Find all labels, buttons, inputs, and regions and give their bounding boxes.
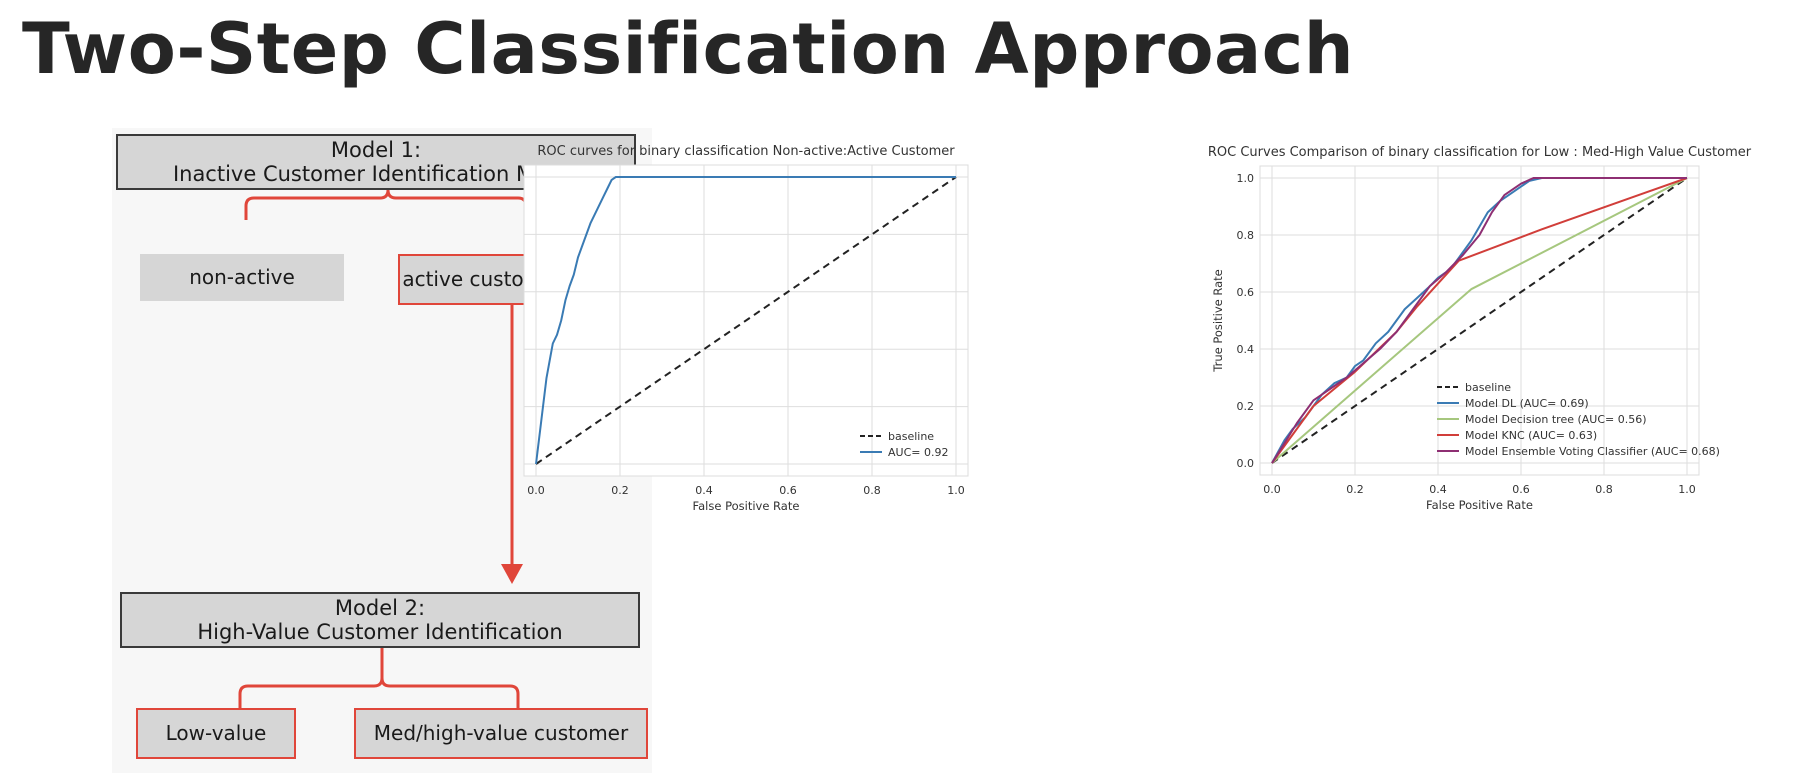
plot-area bbox=[1259, 165, 1700, 476]
x-axis-label: False Positive Rate bbox=[1426, 498, 1533, 512]
low-value-label: Low-value bbox=[165, 721, 267, 745]
legend-label: Model Decision tree (AUC= 0.56) bbox=[1465, 413, 1647, 426]
x-tick-label: 1.0 bbox=[1678, 483, 1696, 496]
legend-label: Model DL (AUC= 0.69) bbox=[1465, 397, 1589, 410]
y-tick-label: 0.0 bbox=[1237, 457, 1255, 470]
y-tick-label: 0.2 bbox=[1237, 400, 1255, 413]
series-line bbox=[1271, 177, 1688, 464]
series-line bbox=[535, 176, 956, 465]
x-tick-label: 1.0 bbox=[947, 484, 965, 497]
model1-subtitle: Inactive Customer Identification Model bbox=[172, 162, 580, 186]
model2-title: Model 2: bbox=[334, 595, 426, 620]
x-tick-label: 0.0 bbox=[527, 484, 545, 497]
chart-title: ROC Curves Comparison of binary classifi… bbox=[1208, 145, 1752, 160]
legend-label: baseline bbox=[1465, 381, 1511, 394]
series-line bbox=[1271, 177, 1687, 464]
roc-chart-active: ROC curves for binary classification Non… bbox=[523, 144, 969, 513]
active-customer-label: active customer bbox=[402, 267, 564, 291]
y-axis-label: True Positive Rate bbox=[1211, 269, 1225, 372]
flow-arrow-head bbox=[501, 564, 523, 584]
x-tick-label: 0.8 bbox=[1595, 483, 1613, 496]
model1-title: Model 1: bbox=[330, 137, 422, 162]
roc-chart-value: ROC Curves Comparison of binary classifi… bbox=[1208, 145, 1752, 512]
med-high-value-label: Med/high-value customer bbox=[373, 721, 629, 745]
y-tick-label: 0.8 bbox=[1237, 229, 1255, 242]
x-tick-label: 0.6 bbox=[779, 484, 797, 497]
x-tick-label: 0.0 bbox=[1263, 483, 1281, 496]
x-tick-label: 0.6 bbox=[1512, 483, 1530, 496]
x-axis-label: False Positive Rate bbox=[693, 499, 800, 513]
med-high-value-box: Med/high-value customer bbox=[354, 708, 648, 759]
x-tick-label: 0.2 bbox=[1346, 483, 1364, 496]
page-title: Two-Step Classification Approach bbox=[22, 8, 1355, 90]
series-line bbox=[1271, 177, 1687, 464]
chart-title: ROC curves for binary classification Non… bbox=[537, 144, 955, 159]
legend-label: Model Ensemble Voting Classifier (AUC= 0… bbox=[1465, 445, 1720, 458]
x-tick-label: 0.8 bbox=[863, 484, 881, 497]
non-active-label: non-active bbox=[189, 265, 295, 289]
model2-brace bbox=[238, 648, 520, 708]
y-tick-label: 0.6 bbox=[1237, 286, 1255, 299]
legend-label: AUC= 0.92 bbox=[888, 446, 948, 459]
x-tick-label: 0.4 bbox=[1429, 483, 1447, 496]
y-tick-label: 1.0 bbox=[1237, 172, 1255, 185]
legend-label: baseline bbox=[888, 430, 934, 443]
model1-brace bbox=[244, 184, 528, 220]
model2-box: Model 2: High-Value Customer Identificat… bbox=[120, 592, 640, 648]
low-value-box: Low-value bbox=[136, 708, 296, 759]
series-line bbox=[535, 176, 957, 465]
y-tick-label: 0.4 bbox=[1237, 343, 1255, 356]
x-tick-label: 0.2 bbox=[611, 484, 629, 497]
non-active-box: non-active bbox=[140, 254, 344, 301]
x-tick-label: 0.4 bbox=[695, 484, 713, 497]
model2-subtitle: High-Value Customer Identification bbox=[197, 620, 563, 644]
legend-label: Model KNC (AUC= 0.63) bbox=[1465, 429, 1597, 442]
model1-box: Model 1: Inactive Customer Identificatio… bbox=[116, 134, 636, 190]
flowchart-connectors bbox=[238, 184, 528, 708]
